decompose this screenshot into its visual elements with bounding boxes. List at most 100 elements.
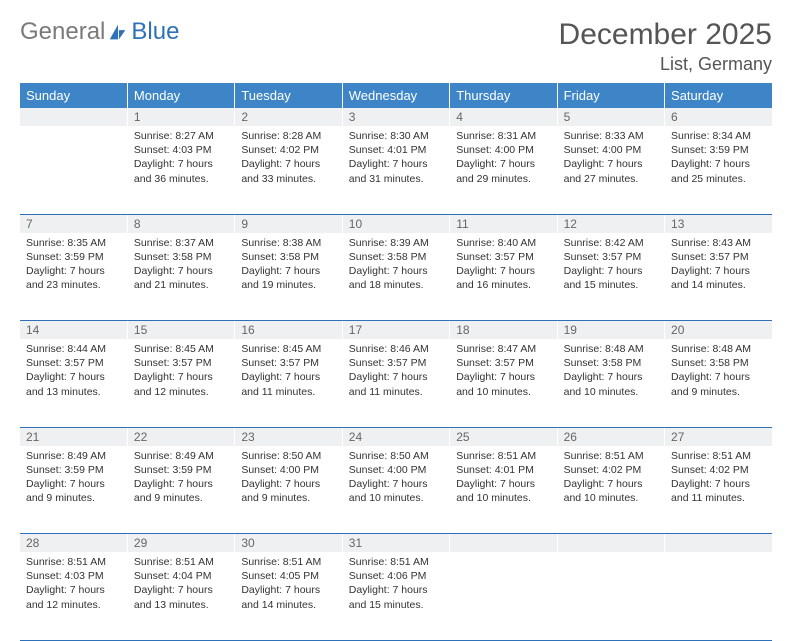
day-cell-line: and 11 minutes. (241, 385, 335, 399)
day-cell-body: Sunrise: 8:50 AMSunset: 4:00 PMDaylight:… (235, 446, 341, 512)
day-cell-line: Sunset: 3:59 PM (134, 463, 228, 477)
day-cell-line: Sunrise: 8:47 AM (456, 342, 550, 356)
day-cell-line: Daylight: 7 hours (26, 370, 121, 384)
day-cell: Sunrise: 8:50 AMSunset: 4:00 PMDaylight:… (235, 446, 342, 534)
day-cell-body: Sunrise: 8:51 AMSunset: 4:02 PMDaylight:… (558, 446, 664, 512)
logo: General Blue (20, 18, 179, 46)
day-number: 15 (127, 321, 234, 340)
day-cell: Sunrise: 8:51 AMSunset: 4:04 PMDaylight:… (127, 552, 234, 640)
day-cell: Sunrise: 8:51 AMSunset: 4:02 PMDaylight:… (557, 446, 664, 534)
day-cell: Sunrise: 8:49 AMSunset: 3:59 PMDaylight:… (20, 446, 127, 534)
day-number: 18 (450, 321, 557, 340)
day-cell: Sunrise: 8:51 AMSunset: 4:03 PMDaylight:… (20, 552, 127, 640)
day-number: 21 (20, 427, 127, 446)
day-cell: Sunrise: 8:48 AMSunset: 3:58 PMDaylight:… (557, 339, 664, 427)
location: List, Germany (559, 54, 772, 75)
day-cell-line: Sunrise: 8:46 AM (349, 342, 443, 356)
day-cell-line: Sunset: 4:00 PM (456, 143, 550, 157)
dayhdr-thu: Thursday (450, 83, 557, 108)
day-cell-line: Daylight: 7 hours (671, 477, 766, 491)
day-number: 28 (20, 534, 127, 553)
day-cell-body (558, 552, 664, 608)
day-number: 17 (342, 321, 449, 340)
day-number: 8 (127, 214, 234, 233)
day-cell-line: Sunset: 4:02 PM (671, 463, 766, 477)
day-cell-line: Sunrise: 8:27 AM (134, 129, 228, 143)
day-cell-line: and 27 minutes. (564, 172, 658, 186)
day-cell-body: Sunrise: 8:45 AMSunset: 3:57 PMDaylight:… (128, 339, 234, 405)
day-cell-line: Sunrise: 8:51 AM (134, 555, 228, 569)
title-block: December 2025 List, Germany (559, 18, 772, 75)
day-cell-line: Sunset: 3:57 PM (671, 250, 766, 264)
sail-icon (107, 21, 129, 43)
day-cell-body: Sunrise: 8:48 AMSunset: 3:58 PMDaylight:… (665, 339, 772, 405)
day-cell-line: Sunrise: 8:48 AM (564, 342, 658, 356)
day-cell-line: Sunrise: 8:51 AM (671, 449, 766, 463)
day-number (557, 534, 664, 553)
day-cell-line: and 9 minutes. (671, 385, 766, 399)
day-cell-line: Sunrise: 8:40 AM (456, 236, 550, 250)
day-cell-line: Sunrise: 8:34 AM (671, 129, 766, 143)
day-number (665, 534, 772, 553)
content-row: Sunrise: 8:27 AMSunset: 4:03 PMDaylight:… (20, 126, 772, 214)
content-row: Sunrise: 8:51 AMSunset: 4:03 PMDaylight:… (20, 552, 772, 640)
day-cell-line: Daylight: 7 hours (26, 583, 121, 597)
day-number: 30 (235, 534, 342, 553)
day-cell-line: and 13 minutes. (26, 385, 121, 399)
day-number: 31 (342, 534, 449, 553)
day-number: 20 (665, 321, 772, 340)
daynum-row: 28293031 (20, 534, 772, 553)
day-cell-line: Daylight: 7 hours (349, 157, 443, 171)
day-header-row: Sunday Monday Tuesday Wednesday Thursday… (20, 83, 772, 108)
day-cell-line: Daylight: 7 hours (241, 157, 335, 171)
day-cell-line: and 25 minutes. (671, 172, 766, 186)
day-cell-line: and 23 minutes. (26, 278, 121, 292)
day-number: 25 (450, 427, 557, 446)
day-cell-line: Sunset: 3:57 PM (564, 250, 658, 264)
dayhdr-wed: Wednesday (342, 83, 449, 108)
day-cell-line: Sunrise: 8:51 AM (349, 555, 443, 569)
day-cell: Sunrise: 8:40 AMSunset: 3:57 PMDaylight:… (450, 233, 557, 321)
day-cell-line: Sunset: 4:02 PM (241, 143, 335, 157)
day-cell-line: Daylight: 7 hours (671, 264, 766, 278)
day-cell-line: Daylight: 7 hours (26, 477, 121, 491)
daynum-row: 123456 (20, 108, 772, 126)
day-cell-body: Sunrise: 8:51 AMSunset: 4:02 PMDaylight:… (665, 446, 772, 512)
day-number: 11 (450, 214, 557, 233)
month-title: December 2025 (559, 18, 772, 52)
day-cell-body: Sunrise: 8:51 AMSunset: 4:01 PMDaylight:… (450, 446, 556, 512)
day-cell-body: Sunrise: 8:49 AMSunset: 3:59 PMDaylight:… (128, 446, 234, 512)
day-cell-line: and 9 minutes. (241, 491, 335, 505)
day-cell-line: and 31 minutes. (349, 172, 443, 186)
day-cell-line: Sunset: 4:00 PM (349, 463, 443, 477)
day-cell (450, 552, 557, 640)
day-cell-body: Sunrise: 8:30 AMSunset: 4:01 PMDaylight:… (343, 126, 449, 192)
day-cell: Sunrise: 8:39 AMSunset: 3:58 PMDaylight:… (342, 233, 449, 321)
day-cell-line: Daylight: 7 hours (241, 370, 335, 384)
day-cell-line: Sunrise: 8:39 AM (349, 236, 443, 250)
day-cell-line: Sunrise: 8:38 AM (241, 236, 335, 250)
day-cell-line: Sunset: 4:00 PM (564, 143, 658, 157)
day-cell-line: and 33 minutes. (241, 172, 335, 186)
day-cell-line: Daylight: 7 hours (671, 370, 766, 384)
day-cell-line: Daylight: 7 hours (134, 370, 228, 384)
day-cell-line: Sunset: 4:03 PM (26, 569, 121, 583)
day-cell-line: and 10 minutes. (456, 385, 550, 399)
day-cell: Sunrise: 8:51 AMSunset: 4:01 PMDaylight:… (450, 446, 557, 534)
day-cell-line: Sunrise: 8:51 AM (26, 555, 121, 569)
day-cell-line: Daylight: 7 hours (564, 157, 658, 171)
day-cell-line: Sunset: 3:57 PM (456, 356, 550, 370)
day-cell-body: Sunrise: 8:50 AMSunset: 4:00 PMDaylight:… (343, 446, 449, 512)
day-cell-line: and 14 minutes. (241, 598, 335, 612)
day-cell-line: Daylight: 7 hours (241, 477, 335, 491)
day-cell-line: and 10 minutes. (349, 491, 443, 505)
day-cell-line: and 15 minutes. (564, 278, 658, 292)
day-number: 1 (127, 108, 234, 126)
content-row: Sunrise: 8:35 AMSunset: 3:59 PMDaylight:… (20, 233, 772, 321)
day-cell-line: Sunset: 4:05 PM (241, 569, 335, 583)
day-cell-line: Daylight: 7 hours (564, 477, 658, 491)
day-cell-line: Sunrise: 8:37 AM (134, 236, 228, 250)
content-row: Sunrise: 8:44 AMSunset: 3:57 PMDaylight:… (20, 339, 772, 427)
day-cell: Sunrise: 8:37 AMSunset: 3:58 PMDaylight:… (127, 233, 234, 321)
day-cell-body: Sunrise: 8:46 AMSunset: 3:57 PMDaylight:… (343, 339, 449, 405)
